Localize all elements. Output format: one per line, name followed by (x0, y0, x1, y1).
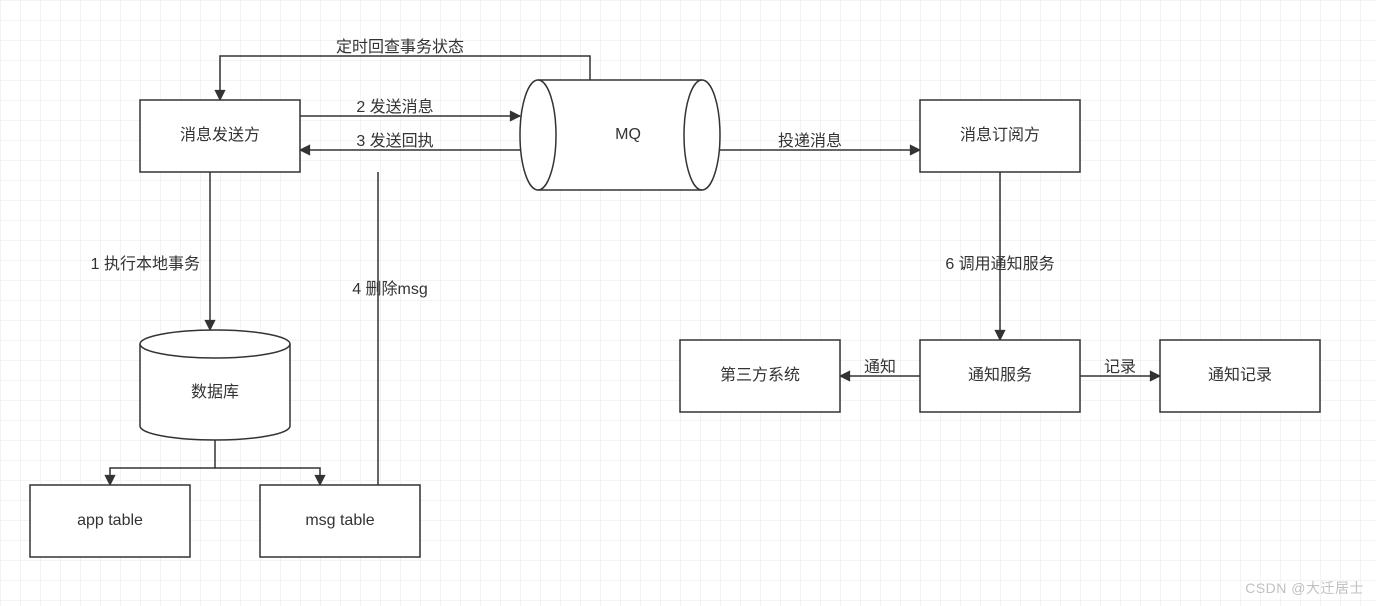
edge-label-e_deliver: 投递消息 (778, 132, 842, 150)
edge-label-e_record: 记录 (1104, 358, 1136, 376)
watermark: CSDN @大迁居士 (1245, 578, 1364, 598)
svg-text:通知服务: 通知服务 (968, 366, 1032, 384)
node-mq: MQ (520, 80, 720, 190)
svg-text:msg table: msg table (305, 512, 374, 529)
edge-label-e_send2: 2 发送消息 (356, 98, 433, 116)
svg-text:消息订阅方: 消息订阅方 (960, 126, 1040, 144)
svg-text:消息发送方: 消息发送方 (180, 126, 260, 144)
svg-text:数据库: 数据库 (191, 383, 239, 401)
node-sender: 消息发送方 (140, 100, 300, 172)
node-notifysvc: 通知服务 (920, 340, 1080, 412)
edge-e_dbsplit2 (215, 468, 320, 485)
svg-text:app table: app table (77, 512, 143, 529)
edge-e_dbsplit (110, 440, 215, 485)
edge-label-e_local1: 1 执行本地事务 (91, 255, 200, 273)
node-notifylog: 通知记录 (1160, 340, 1320, 412)
edge-label-e_notify: 通知 (864, 358, 896, 376)
edge-label-e_ack3: 3 发送回执 (356, 132, 433, 150)
edge-e_del4 (378, 172, 420, 500)
svg-text:通知记录: 通知记录 (1208, 366, 1272, 384)
diagram-canvas: 消息发送方 MQ 消息订阅方数据库 app table msg table 第三方系统 通知… (0, 0, 1376, 606)
svg-text:MQ: MQ (615, 126, 641, 143)
edge-label-e_call6: 6 调用通知服务 (945, 255, 1054, 273)
node-apptable: app table (30, 485, 190, 557)
node-db: 数据库 (140, 330, 290, 440)
edge-label-e_del4: 4 删除msg (352, 280, 428, 298)
node-thirdparty: 第三方系统 (680, 340, 840, 412)
node-msgtable: msg table (260, 485, 420, 557)
svg-text:第三方系统: 第三方系统 (720, 366, 800, 384)
edge-label-e_check: 定时回查事务状态 (336, 38, 464, 56)
node-subscriber: 消息订阅方 (920, 100, 1080, 172)
